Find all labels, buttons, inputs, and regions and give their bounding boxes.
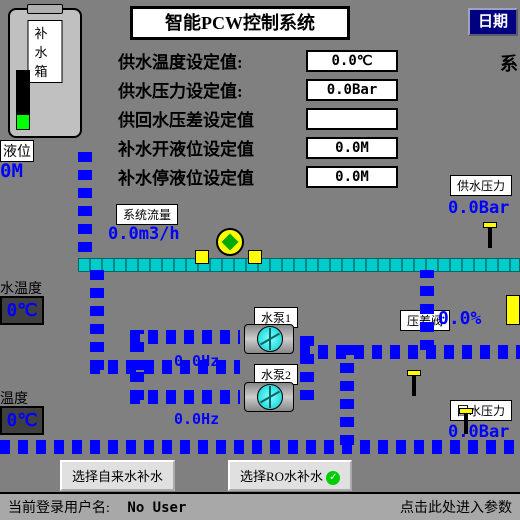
tank-level-value: 0M xyxy=(0,160,23,182)
system-title: 智能PCW控制系统 xyxy=(130,6,350,40)
pipe xyxy=(300,330,314,400)
param-value[interactable]: 0.0Bar xyxy=(306,79,398,101)
pipe xyxy=(90,270,104,370)
supply-pressure-label: 供水压力 xyxy=(450,175,512,196)
params-link[interactable]: 点击此处进入参数 xyxy=(400,497,512,517)
check-icon: ✓ xyxy=(326,471,340,485)
pipe xyxy=(78,150,92,270)
param-value[interactable]: 0.0M xyxy=(306,166,398,188)
diff-valve-icon xyxy=(404,370,424,400)
setpoint-panel: 供水温度设定值:0.0℃ 供水压力设定值:0.0Bar 供回水压差设定值 补水开… xyxy=(118,48,418,193)
flow-value: 0.0m3/h xyxy=(108,224,180,244)
return-temp-label: 温度 xyxy=(0,388,28,408)
pump1-freq: 0.0Hz xyxy=(174,352,219,370)
pipe xyxy=(340,345,354,445)
tank-level-indicator xyxy=(16,70,30,130)
param-value[interactable]: 0.0M xyxy=(306,137,398,159)
flowmeter-icon xyxy=(213,225,247,259)
valve-icon xyxy=(248,250,262,264)
makeup-tank: 补水箱 xyxy=(8,8,88,148)
pump1-icon[interactable] xyxy=(244,324,294,360)
pump2-icon[interactable] xyxy=(244,382,294,418)
supply-temp-value: 0℃ xyxy=(0,296,44,325)
param-label: 供水温度设定值: xyxy=(118,48,306,73)
supply-pressure-value: 0.0Bar xyxy=(448,198,509,218)
select-ro-water-button[interactable]: 选择RO水补水 ✓ xyxy=(228,460,352,491)
pipe-supply xyxy=(78,258,520,272)
date-button[interactable]: 日期 xyxy=(468,8,518,36)
pipe xyxy=(130,390,240,404)
indicator-icon xyxy=(506,295,520,325)
pressure-sensor-icon xyxy=(456,408,476,438)
return-temp-value: 0℃ xyxy=(0,406,44,435)
pipe xyxy=(130,330,240,344)
param-label: 供水压力设定值: xyxy=(118,77,306,102)
current-user: No User xyxy=(127,500,186,516)
param-value[interactable] xyxy=(306,108,398,130)
pressure-sensor-icon xyxy=(480,222,500,252)
pump2-freq: 0.0Hz xyxy=(174,410,219,428)
flow-label: 系统流量 xyxy=(116,204,178,225)
param-label: 供回水压差设定值 xyxy=(118,106,306,131)
param-value[interactable]: 0.0℃ xyxy=(306,50,398,72)
select-tap-water-button[interactable]: 选择自来水补水 xyxy=(60,460,175,491)
pipe-return xyxy=(0,440,520,454)
login-label: 当前登录用户名: xyxy=(8,501,110,516)
supply-temp-label: 水温度 xyxy=(0,278,42,298)
status-bar: 当前登录用户名: No User 点击此处进入参数 xyxy=(0,492,520,520)
pipe xyxy=(130,360,144,400)
pipe xyxy=(300,345,520,359)
param-label: 补水停液位设定值 xyxy=(118,164,306,189)
diff-valve-value: 0.0% xyxy=(438,308,481,329)
select-ro-label: 选择RO水补水 xyxy=(240,469,323,484)
tank-label: 补水箱 xyxy=(28,20,63,83)
system-tab-label: 系 xyxy=(500,50,518,76)
pipe xyxy=(420,270,434,350)
tank-level-label: 液位 xyxy=(0,140,34,162)
valve-icon xyxy=(195,250,209,264)
param-label: 补水开液位设定值 xyxy=(118,135,306,160)
